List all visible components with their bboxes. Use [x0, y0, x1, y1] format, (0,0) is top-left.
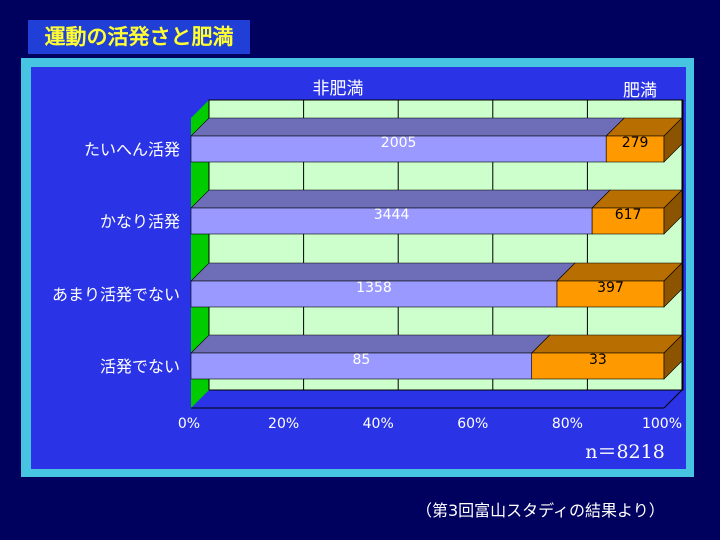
- slide-title: 運動の活発さと肥満: [28, 20, 250, 54]
- bar-segment: [591, 207, 665, 235]
- sample-size-annotation: n＝8218: [585, 441, 665, 463]
- data-label: 2005: [381, 135, 417, 151]
- bar-top-face: [530, 334, 683, 354]
- category-label: かなり活発: [100, 212, 180, 231]
- data-label: 1358: [356, 280, 392, 296]
- legend-obese: 肥満: [623, 81, 657, 101]
- data-label: 617: [615, 207, 642, 223]
- data-label: 85: [352, 352, 370, 368]
- category-label: 活発でない: [100, 357, 180, 376]
- bar-top-face: [190, 117, 625, 137]
- bar-side-face: [663, 117, 683, 163]
- x-tick-label: 40%: [363, 416, 394, 432]
- source-footnote: （第3回富山スタディの結果より）: [416, 501, 665, 520]
- x-tick-label: 60%: [457, 416, 488, 432]
- bar-top-face: [190, 189, 611, 209]
- data-label: 397: [597, 280, 624, 296]
- plot-floor: [191, 100, 209, 408]
- bar-top-face: [190, 262, 576, 282]
- data-label: 279: [622, 135, 649, 151]
- category-label: あまり活発でない: [52, 285, 180, 304]
- bar-segment: [190, 135, 607, 163]
- x-tick-label: 80%: [552, 416, 583, 432]
- x-tick-label: 20%: [268, 416, 299, 432]
- bar-top-face: [190, 334, 551, 354]
- bar-top-face: [556, 262, 683, 282]
- data-label: 33: [589, 352, 607, 368]
- x-tick-label: 0%: [178, 416, 200, 432]
- bar-side-face: [663, 262, 683, 308]
- x-tick-label: 100%: [642, 416, 682, 432]
- bar-segment: [605, 135, 665, 163]
- bar-side-face: [663, 334, 683, 380]
- legend-non-obese: 非肥満: [313, 79, 364, 99]
- x-axis-depth-line: [663, 389, 683, 409]
- category-label: たいへん活発: [84, 140, 180, 159]
- bar-side-face: [663, 189, 683, 235]
- bar-segment: [531, 352, 665, 380]
- bar-segment: [190, 280, 558, 308]
- data-label: 3444: [374, 207, 410, 223]
- bar-segment: [190, 207, 593, 235]
- bar-segment: [556, 280, 665, 308]
